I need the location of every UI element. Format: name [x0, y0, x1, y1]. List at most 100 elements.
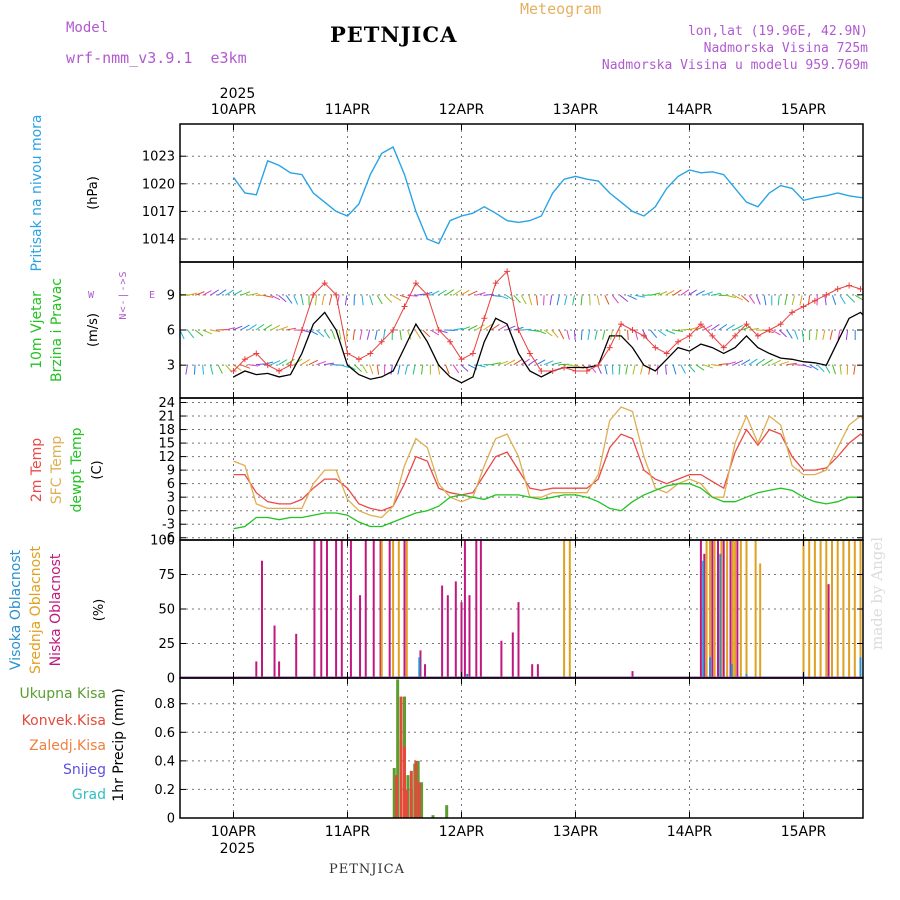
wind-arrow	[829, 329, 833, 340]
y-tick-label: -6	[162, 531, 175, 546]
wind-arrow	[323, 329, 331, 339]
wind-arrow	[794, 329, 799, 340]
wind-arrow	[193, 364, 196, 375]
wind-gust-marker	[526, 350, 533, 357]
wind-gust-marker	[333, 291, 340, 298]
date-label-top: 13APR	[553, 102, 599, 118]
wind-arrow	[656, 364, 659, 375]
wind-arrow	[604, 295, 610, 305]
cloud-bar-niska	[454, 581, 457, 678]
wind-arrow	[483, 323, 492, 331]
date-label-bottom: 13APR	[553, 824, 599, 840]
panel-frame-precip	[179, 677, 864, 819]
cloud-bar-srednja	[819, 540, 822, 678]
wind-gust-marker	[310, 291, 317, 298]
wind-arrow	[573, 329, 576, 341]
precip-bar-konvek	[399, 696, 403, 818]
wind-gust-marker	[743, 321, 750, 328]
wind-arrow	[194, 329, 204, 337]
wind-arrow	[748, 295, 756, 304]
cloud-bar-niska	[295, 633, 298, 678]
wind-arrow	[632, 364, 636, 375]
wind-arrow	[822, 329, 826, 340]
y-tick-label: 3	[167, 359, 175, 374]
wind-arrow	[543, 295, 545, 306]
wind-gust-marker	[412, 280, 419, 287]
wind-arrow	[490, 362, 501, 366]
wind-gust-line	[233, 270, 863, 372]
wind-gust-marker	[697, 321, 704, 328]
cloud-bar-niska	[320, 540, 323, 678]
wind-arrow	[475, 324, 485, 331]
wind-arrow	[612, 295, 619, 304]
wind-arrow	[665, 329, 675, 335]
wind-arrow	[687, 364, 696, 373]
wind-arrow	[594, 329, 598, 340]
cloud-bar-srednja	[745, 540, 748, 678]
wind-arrow	[520, 295, 527, 305]
wind-unit-label: (m/s)	[86, 313, 101, 347]
wind-arrow	[452, 327, 464, 331]
cloud-bar-niska	[273, 625, 276, 678]
wind-gust-marker	[720, 344, 727, 351]
cloud-bar-niska	[340, 540, 343, 678]
wind-arrow	[680, 364, 686, 374]
wind-arrow	[278, 359, 288, 366]
wind-arrow	[587, 329, 591, 340]
wind-arrow	[314, 295, 317, 306]
wind-arrow	[839, 295, 846, 305]
wind-arrow	[763, 295, 767, 306]
precip-bar-konvek	[409, 770, 413, 818]
cloud-bar-niska	[703, 553, 706, 678]
cloud-bar-srednja	[380, 540, 383, 678]
temp-axis-label-dewpt: dewpt Temp	[69, 427, 85, 512]
cloud-bar-niska	[379, 540, 382, 678]
wind-gust-marker	[732, 332, 739, 339]
cloud-bar-srednja	[720, 540, 723, 678]
wind-arrow	[837, 329, 841, 340]
wind-arrow	[625, 364, 629, 375]
cloud-bar-niska	[388, 540, 391, 678]
cloud-bar-visoka	[719, 553, 722, 678]
wind-arrow	[672, 364, 677, 375]
wind-arrow	[640, 364, 644, 375]
y-tick-label: 0	[167, 504, 175, 519]
precip-bar-ukupna	[420, 782, 424, 818]
wind-arrow	[240, 364, 251, 369]
wind-arrow	[316, 329, 325, 338]
precip-bar-ukupna	[431, 815, 435, 818]
cloud-bar-niska	[419, 650, 422, 678]
wind-arrow	[324, 362, 335, 366]
cloud-bar-srednja	[713, 540, 716, 678]
wind-arrow	[831, 295, 837, 305]
wind-arrow	[558, 329, 565, 340]
wind-gust-marker	[515, 327, 522, 333]
wind-arrow	[415, 293, 426, 296]
wind-arrow	[816, 364, 825, 373]
cloud-axis-label-high: Visoka Oblacnost	[8, 549, 24, 670]
cloud-bar-srednja	[888, 540, 890, 678]
y-tick-label: 1017	[142, 205, 175, 220]
wind-arrow	[543, 360, 554, 366]
wind-arrow	[771, 329, 781, 336]
wind-arrow	[521, 328, 532, 331]
model-label: Model	[66, 20, 109, 36]
date-label-top: 10APR	[211, 102, 257, 118]
wind-gust-marker	[287, 362, 294, 369]
wind-gust-marker	[469, 350, 476, 357]
wind-gust-marker	[663, 350, 670, 357]
cloud-bar-visoka	[418, 657, 421, 678]
wind-arrow	[703, 364, 714, 369]
wind-arrow	[741, 294, 750, 303]
wind-arrow	[202, 364, 204, 375]
cloud-bar-srednja	[825, 540, 828, 678]
wind-gust-marker	[458, 356, 465, 363]
wind-arrow	[359, 329, 363, 340]
wind-gust-marker	[869, 286, 875, 292]
wind-arrow	[748, 327, 759, 331]
wind-gust-marker	[686, 332, 693, 339]
wind-arrow	[618, 329, 621, 341]
wind-arrow	[255, 323, 265, 331]
cloud-bar-srednja	[813, 540, 816, 678]
wind-arrow	[202, 290, 212, 296]
